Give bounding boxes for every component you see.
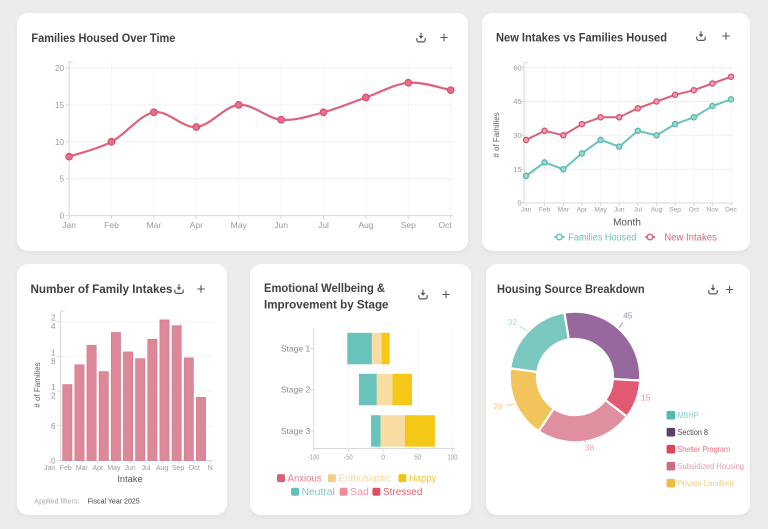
svg-text:45: 45 <box>623 311 633 321</box>
svg-text:Apr: Apr <box>93 465 104 472</box>
svg-text:1: 1 <box>51 348 56 357</box>
svg-text:Shelter Program: Shelter Program <box>678 445 731 454</box>
svg-text:Feb: Feb <box>539 206 551 213</box>
svg-text:Sad: Sad <box>350 487 369 498</box>
svg-text:Jan: Jan <box>521 206 532 213</box>
svg-text:Stage 2: Stage 2 <box>281 385 311 395</box>
svg-text:28: 28 <box>493 402 503 412</box>
svg-text:38: 38 <box>585 442 595 452</box>
svg-text:N: N <box>208 465 213 472</box>
svg-text:5: 5 <box>60 175 65 184</box>
svg-text:New Intakes: New Intakes <box>664 233 717 244</box>
svg-text:15: 15 <box>641 393 651 403</box>
svg-text:Jul: Jul <box>634 206 643 213</box>
svg-text:Dec: Dec <box>725 206 737 213</box>
svg-text:60: 60 <box>513 63 521 72</box>
svg-text:Jun: Jun <box>614 206 625 213</box>
svg-text:Jan: Jan <box>44 465 55 472</box>
svg-text:Anxious: Anxious <box>288 474 322 485</box>
svg-text:15: 15 <box>55 101 65 110</box>
svg-text:Sep: Sep <box>172 465 184 472</box>
svg-text:May: May <box>594 206 607 213</box>
svg-text:Families Housed Over Time: Families Housed Over Time <box>31 31 175 45</box>
svg-text:2: 2 <box>51 314 56 323</box>
svg-text:May: May <box>231 220 248 230</box>
svg-text:May: May <box>107 465 121 472</box>
svg-text:MBHP: MBHP <box>678 411 699 420</box>
svg-text:Aug: Aug <box>358 220 373 230</box>
svg-text:50: 50 <box>414 453 421 462</box>
svg-text:Stage 1: Stage 1 <box>281 344 311 354</box>
svg-text:Jan: Jan <box>62 220 76 230</box>
svg-text:Families Housed: Families Housed <box>568 233 636 244</box>
svg-text:Section 8: Section 8 <box>678 428 709 437</box>
svg-text:# of Families: # of Families <box>492 112 501 157</box>
svg-text:Neutral: Neutral <box>302 487 335 498</box>
svg-text:20: 20 <box>55 64 65 73</box>
svg-text:Feb: Feb <box>60 465 72 472</box>
svg-text:Feb: Feb <box>104 220 119 230</box>
svg-text:2: 2 <box>51 392 56 401</box>
svg-text:New Intakes vs Families Housed: New Intakes vs Families Housed <box>496 31 667 45</box>
svg-text:Jul: Jul <box>318 220 329 230</box>
svg-text:30: 30 <box>513 131 521 140</box>
svg-text:Private Landlord: Private Landlord <box>678 479 735 488</box>
svg-text:Sep: Sep <box>669 206 681 213</box>
svg-text:Aug: Aug <box>156 465 168 472</box>
svg-text:45: 45 <box>513 97 521 106</box>
svg-text:Happy: Happy <box>409 474 436 485</box>
svg-text:# of Families: # of Families <box>33 362 42 407</box>
svg-text:0: 0 <box>518 199 522 208</box>
svg-text:4: 4 <box>51 322 56 331</box>
svg-text:Applied filters:: Applied filters: <box>34 497 79 506</box>
svg-text:15: 15 <box>513 165 521 174</box>
svg-text:6: 6 <box>51 422 56 431</box>
svg-text:Apr: Apr <box>577 206 588 213</box>
svg-text:10: 10 <box>55 138 65 147</box>
svg-text:Mar: Mar <box>147 220 162 230</box>
svg-text:8: 8 <box>51 357 56 366</box>
svg-text:Oct: Oct <box>689 206 699 213</box>
svg-text:Aug: Aug <box>651 206 663 213</box>
svg-text:Emotional Wellbeing &: Emotional Wellbeing & <box>264 281 385 295</box>
svg-text:1: 1 <box>51 383 56 392</box>
svg-text:Intake: Intake <box>117 474 142 484</box>
svg-text:Mar: Mar <box>76 465 89 472</box>
svg-text:32: 32 <box>508 317 518 327</box>
svg-text:-100: -100 <box>308 453 320 462</box>
svg-text:Enthusiastic: Enthusiastic <box>339 474 392 485</box>
svg-text:Apr: Apr <box>190 220 203 230</box>
svg-text:Sep: Sep <box>401 220 416 230</box>
svg-text:Fiscal Year 2025: Fiscal Year 2025 <box>88 497 140 506</box>
svg-text:Oct: Oct <box>189 465 200 472</box>
svg-text:Subsidized Housing: Subsidized Housing <box>678 462 745 471</box>
svg-text:Jul: Jul <box>142 465 151 472</box>
svg-text:0: 0 <box>60 212 65 221</box>
svg-text:Stressed: Stressed <box>383 487 422 498</box>
svg-text:Housing Source Breakdown: Housing Source Breakdown <box>497 282 645 296</box>
svg-text:0: 0 <box>51 457 56 466</box>
svg-text:100: 100 <box>447 453 457 462</box>
svg-text:Oct: Oct <box>438 220 452 230</box>
svg-text:Nov: Nov <box>707 206 719 213</box>
svg-text:Number of Family Intakes: Number of Family Intakes <box>31 282 173 296</box>
svg-text:-50: -50 <box>344 453 353 462</box>
svg-text:Improvement by Stage: Improvement by Stage <box>264 298 389 312</box>
svg-text:0: 0 <box>381 453 385 462</box>
svg-text:Jun: Jun <box>274 220 288 230</box>
svg-text:Month: Month <box>613 218 641 229</box>
svg-text:Jun: Jun <box>124 465 135 472</box>
svg-text:Stage 3: Stage 3 <box>281 426 311 436</box>
svg-text:Mar: Mar <box>558 206 570 213</box>
